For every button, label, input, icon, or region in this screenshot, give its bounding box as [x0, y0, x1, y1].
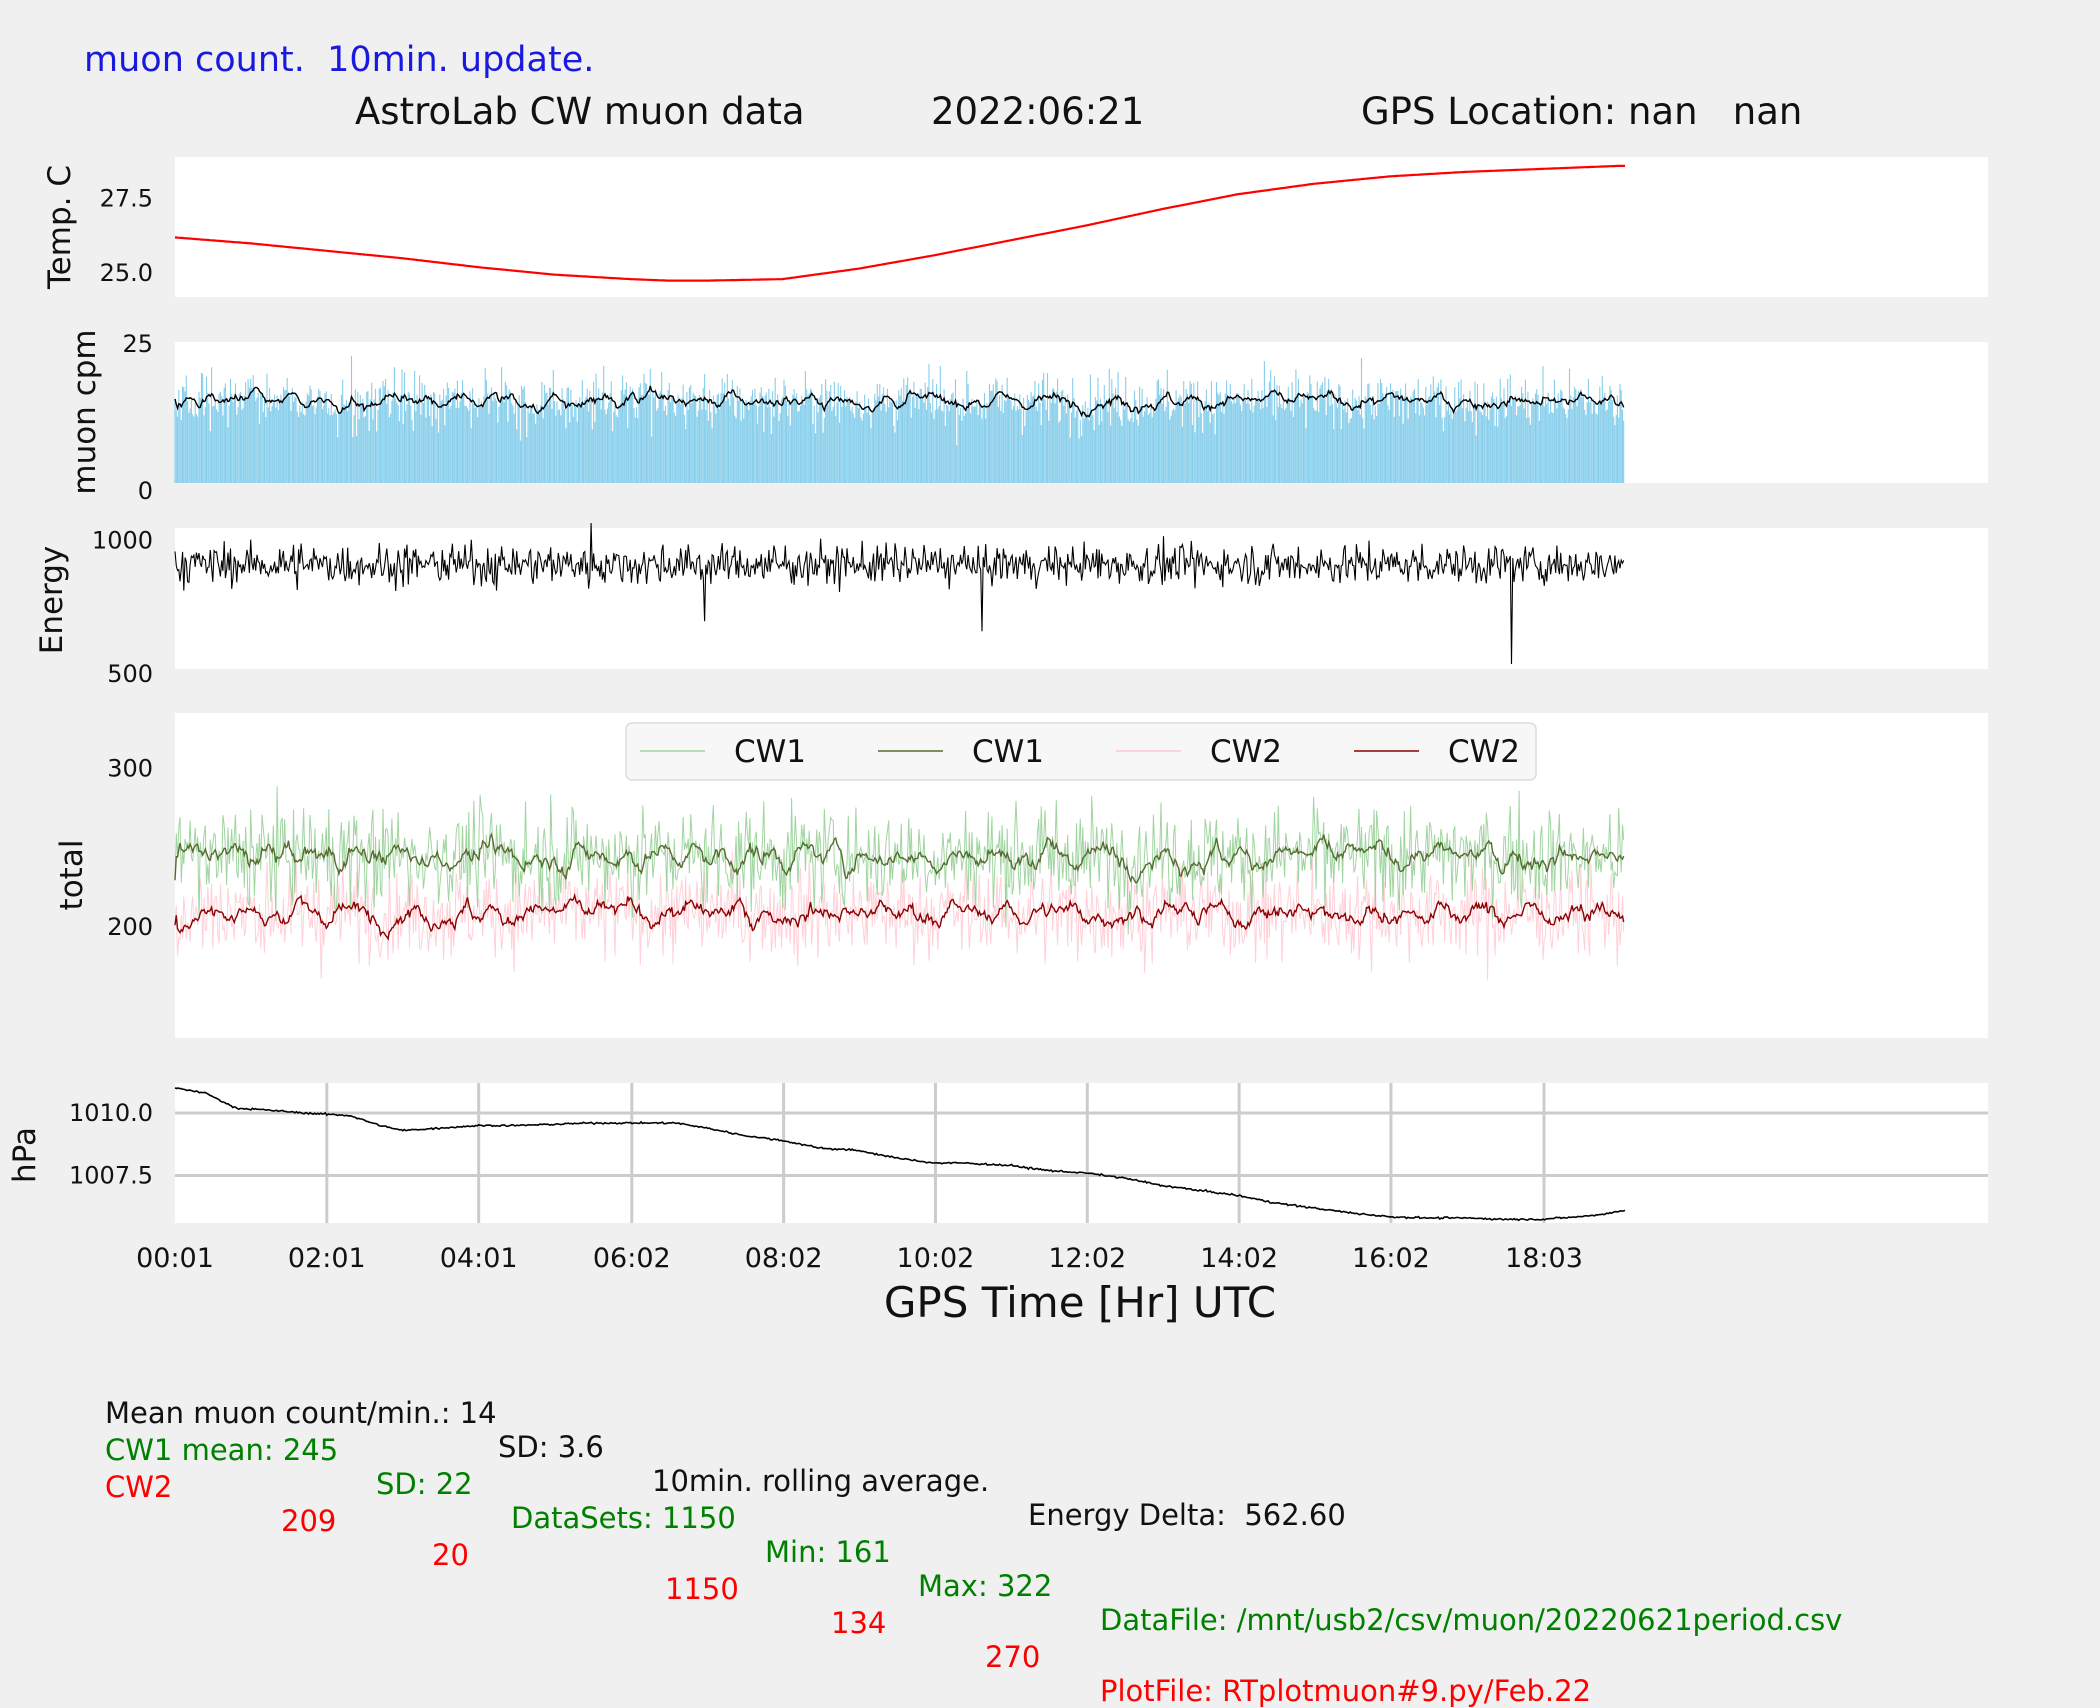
muon-chart-figure: 25.0 27.5 Temp. C 25 0 muon cpm 1000 500 Energy 3… [7, 157, 1988, 1274]
x-tick-1002: 10:02 [897, 1243, 975, 1274]
cw2-datasets: 1150 [665, 1572, 739, 1606]
x-tick-0001: 00:01 [136, 1243, 214, 1274]
muon-rolling-average [174, 385, 1625, 418]
muon-ytick-25: 25 [122, 330, 153, 358]
total-ytick-200: 200 [107, 913, 153, 941]
energy-line [174, 522, 1625, 665]
cw2-rolling-line [174, 892, 1625, 941]
total-ytick-300: 300 [107, 754, 153, 782]
x-tick-1402: 14:02 [1200, 1243, 1278, 1274]
legend-label-3: CW2 [1210, 734, 1282, 770]
data-file: DataFile: /mnt/usb2/csv/muon/20220621per… [1100, 1603, 1843, 1637]
energy-ylabel: Energy [34, 546, 70, 655]
total-ylabel: total [54, 840, 90, 911]
legend-label-1: CW1 [734, 734, 806, 770]
temp-ytick-27.5: 27.5 [100, 185, 153, 213]
pressure-line [174, 1087, 1626, 1222]
legend-label-4: CW2 [1448, 734, 1520, 770]
cw2-label: CW2 [105, 1470, 173, 1504]
gps-location: GPS Location: nan nan [1361, 90, 1803, 133]
muon-ytick-0: 0 [138, 477, 153, 505]
muon-ylabel: muon cpm [67, 329, 103, 494]
cw1-max: Max: 322 [918, 1569, 1053, 1603]
x-tick-1803: 18:03 [1505, 1243, 1583, 1274]
x-tick-1202: 12:02 [1048, 1243, 1126, 1274]
energy-delta: Energy Delta: 562.60 [1028, 1498, 1346, 1532]
energy-panel [175, 528, 1988, 669]
legend-label-2: CW1 [972, 734, 1044, 770]
plot-file: PlotFile: RTplotmuon#9.py/Feb.22 [1100, 1674, 1592, 1708]
x-tick-0602: 06:02 [593, 1243, 671, 1274]
cw2-sd: 20 [432, 1538, 469, 1572]
cw1-mean: CW1 mean: 245 [105, 1433, 339, 1467]
pressure-ylabel: hPa [7, 1127, 43, 1183]
x-tick-1602: 16:02 [1352, 1243, 1430, 1274]
total-legend [625, 722, 1537, 781]
temp-ytick-25.0: 25.0 [100, 259, 153, 287]
x-axis-label: GPS Time [Hr] UTC [883, 1278, 1277, 1327]
x-tick-0401: 04:01 [440, 1243, 518, 1274]
x-tick-0802: 08:02 [745, 1243, 823, 1274]
cw1-rolling-line [174, 832, 1625, 884]
rolling-average-note: 10min. rolling average. [652, 1464, 990, 1498]
cw1-min: Min: 161 [765, 1535, 891, 1569]
cw2-max: 270 [985, 1640, 1041, 1674]
cw2-mean: 209 [281, 1504, 337, 1538]
chart-date: 2022:06:21 [931, 90, 1145, 133]
mean-muon-count: Mean muon count/min.: 14 [105, 1396, 497, 1430]
energy-ytick-1000: 1000 [92, 527, 153, 555]
pressure-ytick-1010: 1010.0 [69, 1099, 153, 1127]
chart-title: AstroLab CW muon data [355, 90, 805, 133]
update-note: muon count. 10min. update. [84, 40, 595, 80]
x-tick-0201: 02:01 [288, 1243, 366, 1274]
cw2-min: 134 [831, 1606, 887, 1640]
muon-sd: SD: 3.6 [498, 1430, 604, 1464]
pressure-ytick-1007: 1007.5 [69, 1162, 153, 1190]
energy-ytick-500: 500 [107, 660, 153, 688]
cw1-datasets: DataSets: 1150 [511, 1501, 736, 1535]
temp-line [174, 164, 1625, 282]
muon-bars [174, 355, 1625, 483]
pressure-panel [175, 1083, 1988, 1223]
cw1-raw-line [174, 786, 1625, 935]
cw2-stats: CW2 209 20 1150 134 270 PlotFile: RTplot… [105, 1436, 1591, 1708]
cw1-sd: SD: 22 [376, 1467, 473, 1501]
temp-ylabel: Temp. C [42, 165, 78, 290]
